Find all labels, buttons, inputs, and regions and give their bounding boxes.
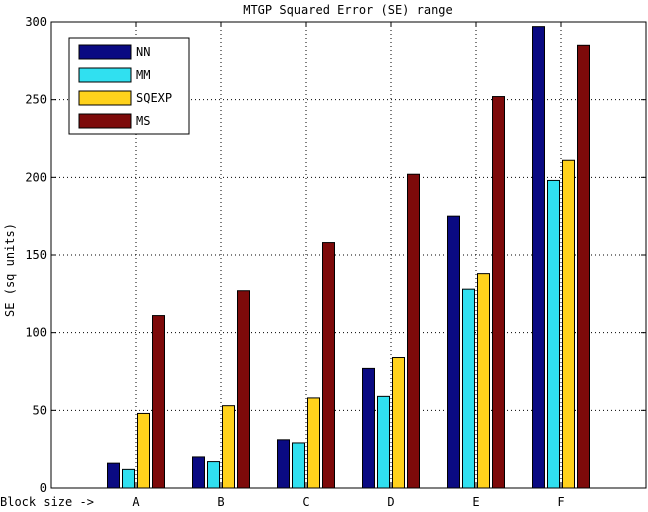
bar [447,215,460,489]
x-tick-label: D [387,495,394,507]
bar [392,357,405,489]
y-tick-label: 250 [25,93,47,107]
bar [107,462,120,489]
y-tick-label: 100 [25,326,47,340]
bar [532,26,545,489]
bar [192,456,205,489]
bar [362,367,375,489]
y-tick-label: 300 [25,15,47,29]
bar [322,242,335,489]
legend-swatch [78,90,132,106]
x-axis-label: Block size -> [0,495,94,507]
bar [577,44,590,489]
plot-area: 0 50 100 150 200 250 300 A B C D E F NN MM SQEXP MS [25,15,647,509]
y-tick-label: 150 [25,248,47,262]
y-tick-label: 0 [40,481,47,495]
x-tick-label: C [302,495,309,507]
legend-label: SQEXP [136,91,172,105]
bar [292,442,305,489]
y-axis-label: SE (sq units) [3,223,17,317]
bar [207,461,220,489]
legend-swatch [78,113,132,129]
bar [547,179,560,489]
bar [122,468,135,489]
bar [137,412,150,489]
legend-label: NN [136,45,150,59]
bar [407,173,420,489]
bar [152,315,165,489]
bar [237,290,250,489]
legend-swatch [78,67,132,83]
x-tick-label: A [132,495,140,507]
chart-title: MTGP Squared Error (SE) range [243,3,453,17]
bar [492,96,505,489]
bar [222,405,235,489]
bar [562,159,575,489]
bar [477,273,490,489]
y-tick-label: 200 [25,170,47,184]
x-tick-label: E [472,495,479,507]
legend-swatch [78,44,132,60]
legend-label: MS [136,114,150,128]
bar [307,397,320,489]
bar [462,288,475,489]
x-tick-label: F [557,495,564,507]
bar [277,439,290,489]
y-tick-label: 50 [33,403,47,417]
legend-label: MM [136,68,150,82]
bar [377,395,390,489]
x-tick-label: B [217,495,224,507]
